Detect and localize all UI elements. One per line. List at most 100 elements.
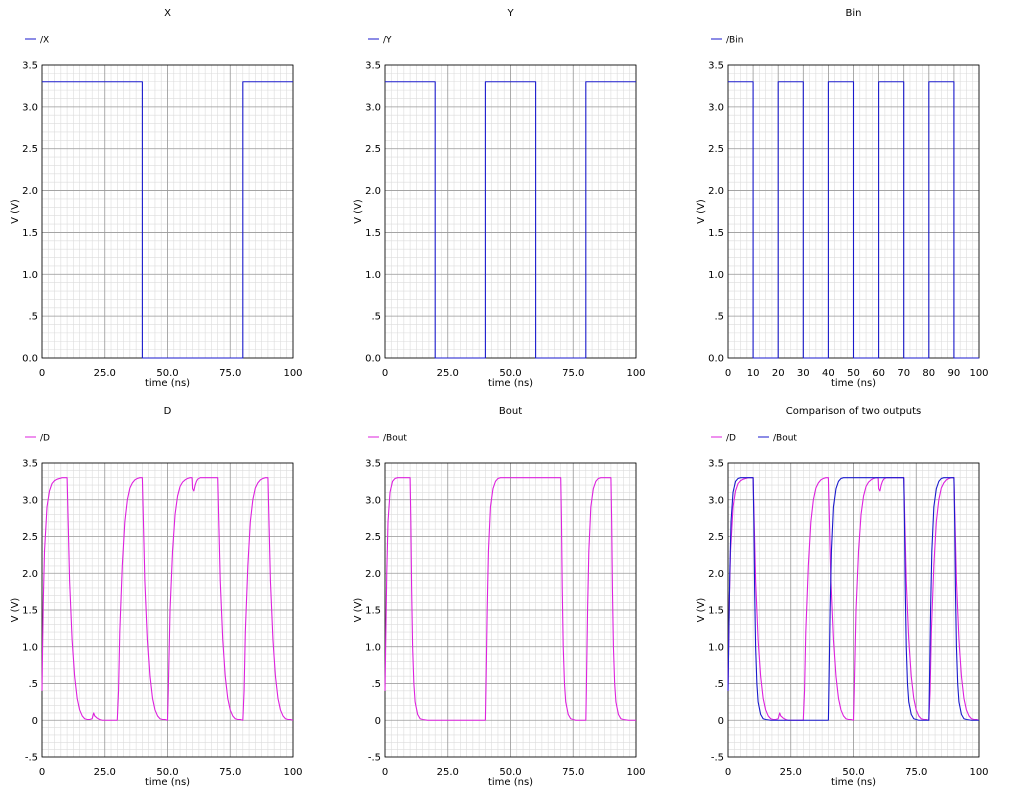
x-tick-label: 10	[747, 368, 760, 379]
y-axis-label: V (V)	[10, 199, 21, 224]
y-tick-label: 3.5	[365, 459, 381, 470]
legend: /D/Bout	[711, 434, 797, 444]
y-tick-label: 1.5	[22, 228, 38, 239]
y-tick-label: 1.5	[22, 606, 38, 617]
y-tick-label: 3.5	[708, 61, 724, 72]
x-tick-label: 75.0	[219, 368, 241, 379]
x-axis-label: time (ns)	[488, 378, 533, 389]
y-tick-label: 2.0	[365, 186, 381, 197]
legend: /D	[25, 434, 50, 444]
legend: /Y	[368, 36, 392, 46]
y-tick-label: .5	[371, 679, 381, 690]
chart-panel-4: Bout/Bout-.50.51.01.52.02.53.03.50 25.0 50…	[353, 406, 646, 788]
y-tick-label: 3.5	[22, 459, 38, 470]
y-axis-label: V (V)	[353, 199, 364, 224]
y-tick-label: -.5	[25, 753, 38, 764]
series-line-d	[41, 477, 294, 721]
y-tick-label: 3.5	[708, 459, 724, 470]
y-tick-label: 3.0	[708, 102, 724, 113]
y-tick-label: 3.0	[22, 102, 38, 113]
y-tick-label: 0	[718, 716, 724, 727]
legend: /X	[25, 36, 49, 46]
y-tick-label: -.5	[368, 753, 381, 764]
x-tick-label: 0	[725, 767, 731, 778]
y-tick-label: 0.0	[22, 354, 38, 365]
y-tick-label: 1.5	[365, 606, 381, 617]
legend-label: /Bout	[773, 434, 797, 444]
x-tick-label: 50.0	[499, 368, 521, 379]
x-tick-label: 90	[948, 368, 961, 379]
x-tick-label: 0	[382, 767, 388, 778]
y-tick-label: 2.5	[22, 144, 38, 155]
x-axis-label: time (ns)	[145, 378, 190, 389]
y-tick-label: 3.0	[365, 495, 381, 506]
chart-title: Bout	[499, 406, 522, 417]
y-tick-label: 1.0	[22, 270, 38, 281]
x-tick-label: 75.0	[219, 767, 241, 778]
x-tick-label: 80	[922, 368, 935, 379]
chart-title: D	[164, 406, 172, 417]
y-tick-label: .5	[28, 679, 38, 690]
grid	[41, 64, 294, 359]
y-tick-label: .5	[28, 312, 38, 323]
y-tick-label: 0	[375, 716, 381, 727]
series-line-d	[727, 477, 980, 721]
y-tick-label: 3.0	[708, 495, 724, 506]
y-tick-label: 2.0	[22, 186, 38, 197]
x-tick-label: 75.0	[562, 368, 584, 379]
x-tick-label: 25.0	[94, 368, 116, 379]
x-axis-label: time (ns)	[831, 777, 876, 788]
x-tick-label: 25.0	[437, 368, 459, 379]
y-tick-label: 1.0	[708, 642, 724, 653]
y-axis-label: V (V)	[353, 598, 364, 623]
x-tick-label: 50.0	[499, 767, 521, 778]
x-tick-label: 25.0	[94, 767, 116, 778]
x-tick-label: 50.0	[842, 767, 864, 778]
x-tick-label: 100	[969, 368, 988, 379]
x-tick-label: 70	[897, 368, 910, 379]
y-axis-label: V (V)	[696, 199, 707, 224]
y-tick-label: 1.0	[22, 642, 38, 653]
series-line-bout	[727, 477, 979, 721]
chart-panel-5: Comparison of two outputs/D/Bout-.50.51.…	[696, 406, 989, 788]
y-tick-label: .5	[714, 312, 724, 323]
x-tick-label: 60	[872, 368, 885, 379]
grid	[727, 462, 980, 758]
x-tick-label: 30	[797, 368, 810, 379]
x-tick-label: 75.0	[562, 767, 584, 778]
grid	[384, 64, 637, 359]
legend-label: /X	[40, 36, 49, 46]
x-axis-label: time (ns)	[145, 777, 190, 788]
y-tick-label: 2.5	[708, 532, 724, 543]
x-tick-label: 0	[39, 767, 45, 778]
legend-label: /Bout	[383, 434, 407, 444]
y-tick-label: 2.5	[708, 144, 724, 155]
series-line-y	[385, 81, 636, 359]
chart-title: Y	[506, 8, 514, 19]
x-axis-label: time (ns)	[831, 378, 876, 389]
plot-frame	[727, 462, 980, 758]
grid	[384, 462, 637, 758]
x-tick-label: 0	[725, 368, 731, 379]
y-tick-label: 1.0	[708, 270, 724, 281]
plot-frame	[41, 462, 294, 758]
plot-frame	[384, 64, 637, 359]
x-tick-label: 50.0	[156, 767, 178, 778]
y-tick-label: 1.5	[708, 606, 724, 617]
y-tick-label: 2.0	[708, 186, 724, 197]
y-tick-label: 0.0	[708, 354, 724, 365]
y-tick-label: 2.0	[708, 569, 724, 580]
legend-label: /D	[40, 434, 50, 444]
legend-label: /Bin	[726, 36, 743, 46]
chart-panel-0: X/X 0.0 .5 1.0 1.5 2.0 2.5 3.0 3.5 0 25.0 50.0 75.0 1…	[10, 8, 303, 389]
chart-panel-1: Y/Y 0.0 .5 1.0 1.5 2.0 2.5 3.0 3.5 0 25.0 50.0 75.0 1…	[353, 8, 646, 389]
x-tick-label: 50.0	[156, 368, 178, 379]
x-tick-label: 100	[969, 767, 988, 778]
y-tick-label: 2.5	[22, 532, 38, 543]
y-tick-label: 2.0	[365, 569, 381, 580]
x-tick-label: 100	[283, 767, 302, 778]
y-tick-label: 3.5	[365, 61, 381, 72]
y-tick-label: 1.0	[365, 642, 381, 653]
y-tick-label: 2.5	[365, 532, 381, 543]
